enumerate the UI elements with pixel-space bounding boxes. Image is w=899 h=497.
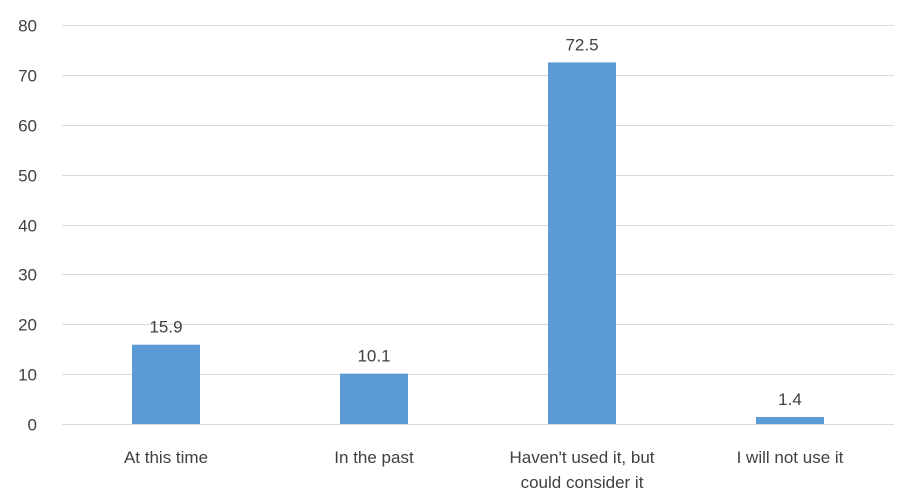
y-tick-label: 70 bbox=[18, 67, 37, 86]
bar bbox=[340, 373, 408, 424]
x-category-label: At this time bbox=[124, 448, 208, 467]
data-label: 15.9 bbox=[149, 318, 182, 337]
y-axis-ticks: 0 10 20 30 40 50 60 70 80 bbox=[18, 17, 37, 435]
y-tick-label: 0 bbox=[28, 416, 37, 435]
y-tick-label: 20 bbox=[18, 316, 37, 335]
x-category-label: In the past bbox=[334, 448, 414, 467]
y-tick-label: 40 bbox=[18, 217, 37, 236]
gridlines bbox=[62, 25, 894, 425]
x-axis-categories: At this time In the past Haven't used it, … bbox=[124, 448, 844, 492]
y-tick-label: 10 bbox=[18, 366, 37, 385]
x-category-label: I will not use it bbox=[737, 448, 844, 467]
bar bbox=[132, 344, 200, 424]
data-label: 10.1 bbox=[357, 347, 390, 366]
bars bbox=[132, 62, 824, 424]
y-tick-label: 60 bbox=[18, 117, 37, 136]
y-tick-label: 80 bbox=[18, 17, 37, 36]
x-category-label: could consider it bbox=[521, 473, 644, 492]
data-labels: 15.9 10.1 72.5 1.4 bbox=[149, 35, 801, 409]
bar bbox=[756, 417, 824, 424]
data-label: 1.4 bbox=[778, 390, 802, 409]
x-category-label: Haven't used it, but bbox=[510, 448, 655, 467]
bar bbox=[548, 62, 616, 424]
data-label: 72.5 bbox=[565, 35, 598, 54]
y-tick-label: 30 bbox=[18, 266, 37, 285]
y-tick-label: 50 bbox=[18, 167, 37, 186]
